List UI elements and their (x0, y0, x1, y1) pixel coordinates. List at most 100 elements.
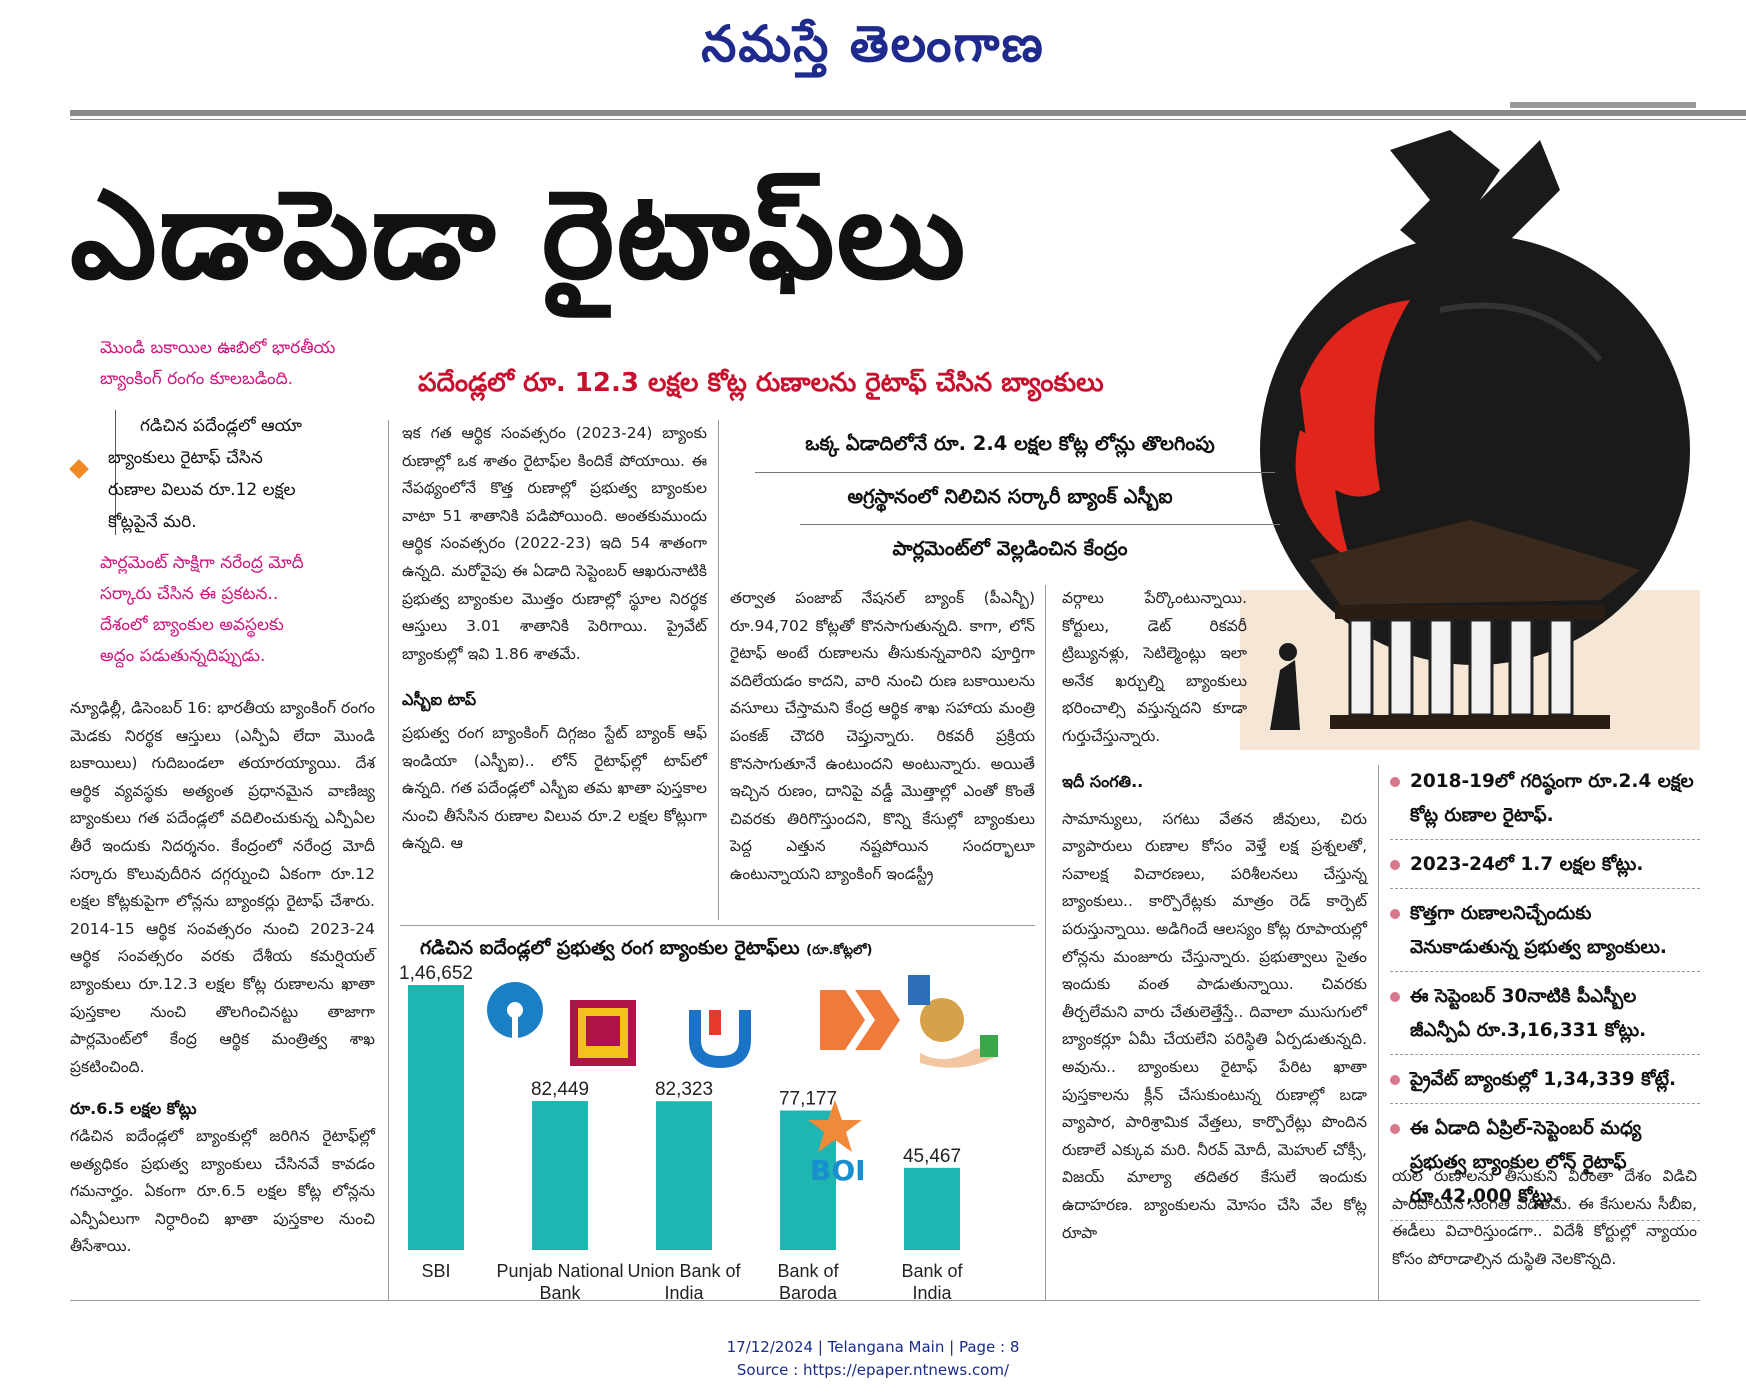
column-4-top: వర్గాలు పేర్కొంటున్నాయి. కోర్టులు, డెట్‌… (1062, 585, 1247, 751)
man-head (1279, 643, 1297, 661)
column-divider (1045, 585, 1046, 1300)
column-divider (718, 420, 719, 920)
bullet-divider (1390, 839, 1700, 840)
column-2: ఇక గత ఆర్థిక సంవత్సరం (2023-24) బ్యాంకు … (402, 420, 707, 858)
chart-category-label: Bank of (901, 1261, 963, 1281)
chart-bar-4 (904, 1167, 960, 1250)
dek-line-3: పార్లమెంట్‌లో వెల్లడించిన కేంద్రం (892, 537, 1128, 560)
page-bottom-rule (70, 1300, 1700, 1301)
man-figure (1270, 660, 1300, 730)
chart-bars (408, 985, 960, 1250)
dek-line-1: ఒక్క ఏడాదిలోనే రూ. 2.4 లక్షల కోట్ల లోన్ల… (805, 432, 1215, 455)
column-divider (1378, 765, 1379, 1300)
bullet-dot-icon (1390, 909, 1400, 919)
article-paragraph: ప్రభుత్వ రంగ బ్యాంకింగ్‌ దిగ్గజం స్టేట్‌… (402, 723, 707, 853)
key-point: కొత్తగా రుణాలనిచ్చేందుకు వెనుకాడుతున్న ప… (1390, 897, 1700, 971)
left-black-box: గడిచిన పదేండ్లలో ఆయా బ్యాంకులు రైటాఫ్‌ చ… (108, 410, 368, 538)
footer-source: Source : https://epaper.ntnews.com/ (736, 1361, 1010, 1379)
masthead-rule-thin (70, 119, 1746, 120)
pnb-logo-icon (570, 1000, 636, 1066)
bullet-divider (1390, 1220, 1700, 1221)
dek-line-2: అగ్రస్థానంలో నిలిచిన సర్కారీ బ్యాంక్‌ ఎస… (847, 485, 1173, 508)
key-points-list: 2018-19లో గరిష్ఠంగా రూ.2.4 లక్షల కోట్ల ర… (1390, 765, 1700, 1221)
left-pink-intro-line: బ్యాంకింగ్‌ రంగం కూలబడింది. (100, 369, 294, 389)
chart-bar-1 (532, 1101, 588, 1250)
article-paragraph: యల రుణాలను తీసుకుని వీరంతా దేశం విడిచి ప… (1392, 1167, 1697, 1268)
left-black-box-line: బ్యాంకులు రైటాఫ్‌ చేసిన (108, 448, 263, 468)
article-paragraph: సామాన్యులు, సగటు వేతన జీవులు, చిరు వ్యాప… (1062, 809, 1367, 1242)
left-box-rule (115, 410, 116, 535)
left-pink-quote-line: దేశంలో బ్యాంకుల అవస్థలకు (100, 615, 284, 635)
left-pink-quote-line: సర్కారు చేసిన ఈ ప్రకటన.. (100, 584, 279, 604)
bullet-divider (1390, 971, 1700, 972)
chart-bar-2 (656, 1101, 712, 1250)
masthead-rule-accent (1510, 102, 1696, 108)
column-divider (388, 420, 389, 1300)
bank-entablature (1335, 605, 1605, 619)
bullet-dot-icon (1390, 777, 1400, 787)
bullet-divider (1390, 1103, 1700, 1104)
chart-top-rule (400, 925, 1035, 926)
masthead: నమస్తే తెలంగాణ (701, 14, 1045, 73)
chart-category-label: Bank (539, 1283, 581, 1303)
article-paragraph: వర్గాలు పేర్కొంటున్నాయి. కోర్టులు, డెట్‌… (1062, 589, 1247, 745)
bank-of-baroda-logo-icon (820, 990, 900, 1050)
bullet-divider (1390, 888, 1700, 889)
key-point: 2018-19లో గరిష్ఠంగా రూ.2.4 లక్షల కోట్ల ర… (1390, 765, 1700, 839)
article-paragraph: గడిచిన ఐదేండ్లలో బ్యాంకుల్లో జరిగిన రైటా… (70, 1126, 375, 1256)
deck: పదేండ్లలో రూ. 12.3 లక్షల కోట్ల రుణాలను ర… (418, 368, 1104, 398)
sack-knot (1390, 130, 1560, 260)
left-pink-quote-line: పార్లమెంట్‌ సాక్షిగా నరేంద్ర మోదీ (100, 553, 304, 573)
bank-roof (1310, 520, 1640, 605)
masthead-rule (70, 110, 1746, 116)
bank-base (1330, 715, 1610, 729)
key-point-text: 2018-19లో గరిష్ఠంగా రూ.2.4 లక్షల కోట్ల ర… (1410, 771, 1694, 826)
chart-value-label: 82,449 (531, 1079, 589, 1100)
bar-chart: 1,46,652 82,449 82,323 77,177 45,467 SBI Punj… (400, 963, 998, 1303)
chart-category-label: Bank of (777, 1261, 839, 1281)
sack-fold (1439, 302, 1603, 362)
dek-rule-1 (755, 472, 1275, 473)
diamond-bullet-icon (69, 459, 89, 479)
left-black-box-line: గడిచిన పదేండ్లలో ఆయా (140, 416, 302, 436)
key-point-text: 2023-24లో 1.7 లక్షల కోట్లు. (1410, 854, 1644, 875)
left-pink-quote: పార్లమెంట్‌ సాక్షిగా నరేంద్ర మోదీ సర్కార… (100, 548, 380, 672)
key-point-text: ఈ ఏడాది ఏప్రిల్‌-సెప్టెంబర్‌ మధ్య ప్రభుత… (1410, 1118, 1642, 1207)
boi-logo-icon (808, 1100, 862, 1152)
chart-title: గడిచిన ఐదేండ్లలో ప్రభుత్వ రంగ బ్యాంకుల ర… (420, 937, 872, 964)
chart-category-label: Punjab National (496, 1261, 623, 1281)
left-black-box-line: కోట్లపైనే మరి. (108, 512, 197, 532)
key-point: ఈ సెప్టెంబర్‌ 30నాటికి పీఎస్బీల జీఎన్పీఏ… (1390, 980, 1700, 1054)
union-bank-logo-icon (689, 1010, 751, 1069)
bullet-dot-icon (1390, 1124, 1400, 1134)
money-sack-illustration (1240, 130, 1700, 750)
boi-logo-text: BOI (810, 1154, 866, 1187)
key-point-text: ప్రైవేట్‌ బ్యాంకుల్లో 1,34,339 కోట్లే. (1410, 1069, 1677, 1090)
key-point: ఈ ఏడాది ఏప్రిల్‌-సెప్టెంబర్‌ మధ్య ప్రభుత… (1390, 1112, 1700, 1220)
chart-value-label: 82,323 (655, 1079, 713, 1100)
sbi-logo-icon (487, 982, 543, 1040)
dek-rule-2 (800, 524, 1280, 525)
left-pink-intro: మొండి బకాయిల ఊబిలో భారతీయ బ్యాంకింగ్‌ రం… (100, 333, 380, 395)
column-1: న్యూఢిల్లీ, డిసెంబర్‌ 16: భారతీయ బ్యాంకి… (70, 695, 375, 1261)
chart-category-label: India (912, 1283, 952, 1303)
bullet-dot-icon (1390, 992, 1400, 1002)
bullet-dot-icon (1390, 1075, 1400, 1085)
column-4: ఇదీ సంగతి.. సామాన్యులు, సగటు వేతన జీవులు… (1062, 768, 1367, 1247)
column-3: తర్వాత పంజాబ్‌ నేషనల్‌ బ్యాంక్‌ (పీఎన్బీ… (730, 585, 1035, 889)
chart-bar-0 (408, 985, 464, 1250)
chart-value-labels: 1,46,652 82,449 82,323 77,177 45,467 (400, 963, 961, 1167)
section-subhead: ఇదీ సంగతి.. (1062, 772, 1144, 791)
key-point: ప్రైవేట్‌ బ్యాంకుల్లో 1,34,339 కోట్లే. (1390, 1063, 1700, 1103)
chart-category-label: India (664, 1283, 704, 1303)
left-black-box-line: రుణాల విలువ రూ.12 లక్షల (108, 480, 296, 500)
chart-category-label: Baroda (779, 1283, 838, 1303)
left-pink-quote-line: అద్దం పడుతున్నదిప్పుడు. (100, 646, 266, 666)
money-bag-hand-icon (908, 975, 998, 1068)
section-subhead: ఎస్బీఐ టాప్‌ (402, 690, 477, 710)
chart-value-label: 1,46,652 (400, 963, 473, 984)
headline: ఎడాపెడా రైటాఫ్‌లు (70, 164, 968, 306)
chart-unit-note: (రూ.కోట్లలో) (806, 943, 873, 958)
article-paragraph: ఇక గత ఆర్థిక సంవత్సరం (2023-24) బ్యాంకు … (402, 424, 707, 663)
